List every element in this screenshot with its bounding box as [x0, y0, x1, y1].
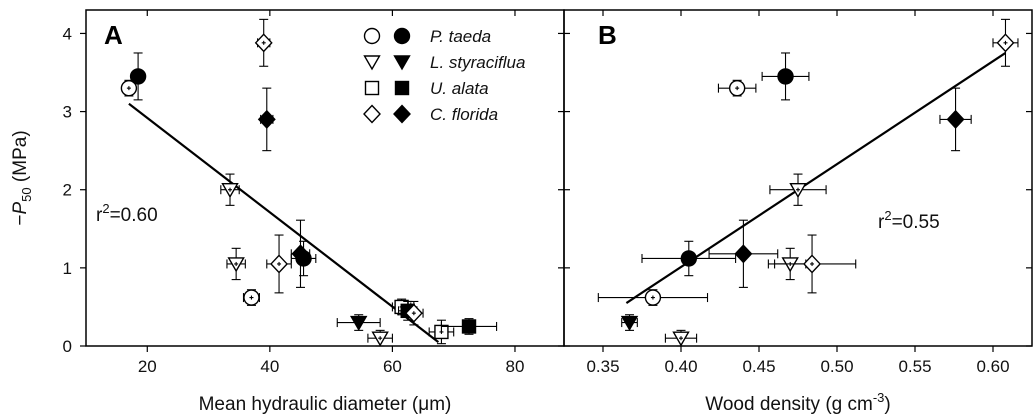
- legend-marker-filled: [393, 27, 411, 45]
- data-point: [242, 289, 260, 306]
- data-point: [992, 18, 1019, 67]
- x-axis-title-a: Mean hydraulic diameter (μm): [199, 394, 452, 415]
- data-point: [620, 314, 639, 331]
- legend-label-c-florida: C. florida: [430, 105, 498, 124]
- legend: P. taeda L. styraciflua U. alata C. flor…: [363, 27, 525, 124]
- point-marker-circle: [680, 250, 697, 267]
- data-point: [717, 79, 757, 97]
- data-point: [290, 219, 311, 288]
- y-tick-label: 2: [63, 181, 72, 200]
- r2-label-b: r2=0.55: [878, 208, 940, 233]
- x-tick-label: 0.40: [664, 357, 697, 376]
- ticks-layer: 0 1 2 3 4 20 40 60 80 0.35 0.40 0.45 0.50 0.55 0.60: [63, 10, 1032, 376]
- legend-label-p-taeda: P. taeda: [430, 27, 491, 46]
- y-tick-label: 4: [63, 24, 72, 43]
- data-point: [767, 234, 857, 294]
- x-tick-label: 0.60: [976, 357, 1009, 376]
- data-point: [708, 219, 779, 288]
- data-point: [367, 329, 393, 347]
- panel-b-letter: B: [598, 20, 617, 50]
- data-point: [664, 329, 698, 347]
- legend-marker-open: [364, 80, 380, 96]
- data-point: [939, 87, 972, 152]
- legend-marker-open: [363, 27, 381, 45]
- x-tick-label: 60: [383, 357, 402, 376]
- r2-label-a: r2=0.60: [96, 201, 158, 226]
- legend-label-l-styraciflua: L. styraciflua: [430, 53, 525, 72]
- y-tick-label: 3: [63, 103, 72, 122]
- data-point: [769, 173, 827, 206]
- point-marker-circle: [129, 68, 147, 85]
- x-tick-label: 0.45: [742, 357, 775, 376]
- fit-lines: [128, 52, 1007, 343]
- regression-line: [128, 102, 440, 343]
- point-marker-triangle-down: [349, 315, 368, 331]
- point-marker-diamond: [291, 244, 310, 264]
- data-point: [220, 173, 240, 206]
- point-marker-triangle-down: [620, 315, 639, 331]
- x-axis-title-b: Wood density (g cm-3): [705, 390, 890, 415]
- data-point: [129, 52, 147, 101]
- x-tick-label: 20: [138, 357, 157, 376]
- panel-b-frame: [563, 9, 1033, 347]
- legend-marker-open: [363, 104, 381, 124]
- data-point: [404, 300, 424, 326]
- legend-marker-filled: [393, 104, 411, 124]
- point-marker-square: [461, 319, 477, 334]
- data-point: [226, 247, 246, 281]
- x-tick-label: 40: [260, 357, 279, 376]
- y-tick-label: 0: [63, 337, 72, 356]
- data-point: [336, 314, 381, 331]
- panel-a-letter: A: [104, 20, 123, 50]
- data-point: [761, 52, 810, 101]
- data-point: [597, 289, 709, 306]
- point-marker-diamond: [257, 109, 276, 129]
- legend-marker-open: [363, 55, 381, 71]
- point-marker-diamond: [734, 244, 753, 264]
- data-point: [641, 240, 737, 277]
- point-marker-circle: [777, 68, 794, 85]
- data-point: [440, 318, 498, 335]
- data-point: [254, 18, 273, 67]
- x-tick-label: 0.50: [820, 357, 853, 376]
- data-point: [257, 87, 276, 152]
- y-tick-label: 1: [63, 259, 72, 278]
- x-tick-label: 80: [506, 357, 525, 376]
- y-axis-title: −P50 (MPa): [10, 130, 34, 225]
- legend-label-u-alata: U. alata: [430, 79, 489, 98]
- data-point: [428, 319, 455, 345]
- x-tick-label: 0.35: [586, 357, 619, 376]
- legend-marker-filled: [393, 55, 411, 71]
- x-tick-label: 0.55: [898, 357, 931, 376]
- data-point: [266, 234, 292, 294]
- point-marker-diamond: [946, 109, 965, 129]
- data-points: [120, 18, 1019, 347]
- legend-marker-filled: [394, 80, 410, 96]
